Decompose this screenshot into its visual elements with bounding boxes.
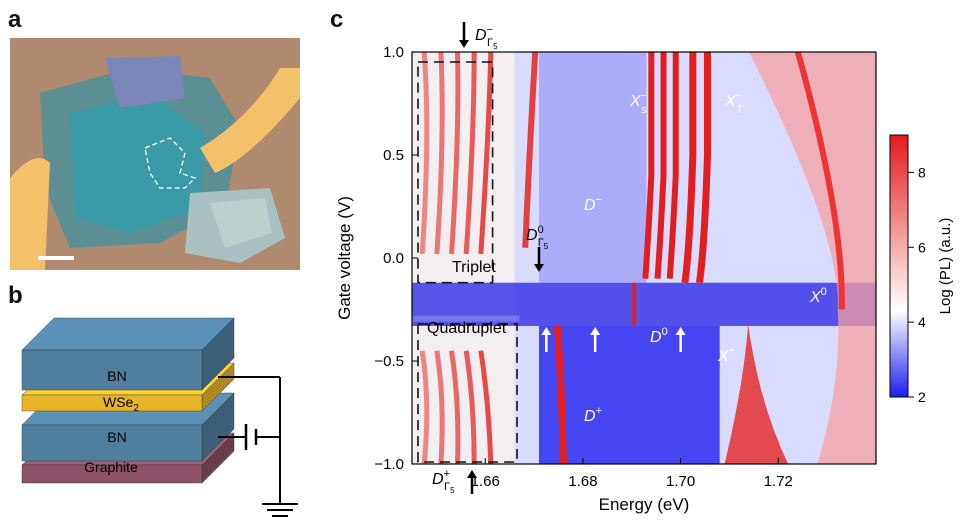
colorbar-tick-label: 6 — [918, 239, 926, 255]
layer-bn-top — [21, 317, 235, 391]
layer-label-wse2-subscript: 2 — [133, 403, 139, 414]
d-plus-line — [553, 325, 567, 464]
x-axis-label: Energy (eV) — [599, 495, 690, 514]
x-tick-label: 1.72 — [764, 473, 793, 490]
panel-label-c: c — [330, 6, 344, 33]
y-tick-label: 0.0 — [383, 250, 404, 267]
xt-minus-line — [696, 52, 711, 284]
xs-minus-label: X− s — [629, 90, 647, 116]
triplet-box — [417, 61, 494, 284]
device-stack-schematic: BN WSe2 BN Graphite — [21, 317, 298, 517]
quadruplet-line — [463, 350, 477, 464]
d-gamma5-zero-label: D0 Γ5 — [526, 224, 549, 251]
layer-label-wse2: WSe — [103, 394, 134, 410]
x0-line — [794, 52, 845, 310]
triplet-line — [449, 52, 461, 255]
panel-label-a: a — [8, 6, 22, 33]
quadruplet-line — [449, 350, 461, 464]
y-tick-label: 1.0 — [383, 44, 404, 61]
d-minus-line — [522, 52, 539, 248]
d-minus-label: D− — [584, 194, 602, 214]
d-gamma5-zero-arrow-head — [534, 264, 544, 272]
triplet-line — [434, 52, 445, 255]
triplet-label: Triplet — [452, 259, 496, 276]
y-tick-label: −0.5 — [374, 353, 404, 370]
xt-minus-line — [681, 52, 697, 284]
x-plus-label: X+ — [717, 345, 735, 365]
x-tick-label: 1.68 — [568, 473, 597, 490]
up-arrow-head — [590, 327, 601, 335]
heatmap-image — [412, 52, 876, 464]
optical-micrograph — [10, 38, 300, 270]
triplet-line — [419, 52, 430, 255]
xs-minus-line — [666, 52, 679, 279]
x-tick-label: 1.70 — [666, 473, 695, 490]
panel-label-b: b — [8, 282, 23, 309]
quadruplet-line — [434, 350, 445, 464]
triplet-line — [478, 52, 494, 255]
colorbar-tick-label: 8 — [918, 164, 926, 180]
layer-label-bn-bottom: BN — [107, 429, 126, 445]
colorbar — [889, 134, 909, 398]
pl-heatmap-figure: 1.66 1.68 1.70 1.72 1.0 0.5 0.0 −0.5 −1.0 Triple… — [335, 22, 954, 514]
y-tick-label: −1.0 — [374, 456, 404, 473]
svg-text:WSe2: WSe2 — [103, 394, 139, 414]
d-plus-label: D+ — [584, 405, 602, 425]
d-gamma5-plus-label: D+ Γ5 — [432, 468, 455, 495]
scale-bar — [38, 256, 74, 260]
y-tick-label: 0.5 — [383, 147, 404, 164]
xt-minus-label: X− T — [724, 90, 744, 116]
colorbar-tick-label: 2 — [918, 389, 926, 405]
d-gamma5-minus-arrow-head — [459, 40, 469, 48]
d-zero-label: D0 — [650, 326, 668, 346]
x-zero-label: X0 — [809, 286, 827, 306]
colorbar-tick-label: 4 — [918, 314, 926, 330]
circuit-wires — [218, 376, 298, 517]
colorbar-label: Log (PL) (a.u.) — [937, 218, 954, 315]
quadruplet-label: Quadruplet — [427, 320, 507, 337]
quadruplet-line — [478, 350, 494, 464]
up-arrow-head — [541, 327, 552, 335]
x-plus-region — [724, 323, 789, 464]
xs-minus-line — [642, 52, 655, 279]
y-axis-label: Gate voltage (V) — [335, 196, 354, 320]
triplet-line — [463, 52, 477, 255]
up-arrow-head — [675, 327, 686, 335]
quadruplet-line — [419, 350, 430, 464]
x0-region — [749, 52, 876, 464]
x-tick-label: 1.66 — [471, 473, 500, 490]
d-zero-line — [632, 282, 637, 326]
d-gamma5-minus-label: D− Γ5 — [475, 24, 498, 51]
quadruplet-box — [417, 323, 518, 463]
d-gamma5-plus-arrow-head — [467, 470, 477, 478]
xs-minus-line — [654, 52, 667, 279]
layer-label-graphite: Graphite — [84, 459, 138, 475]
layer-label-bn-top: BN — [107, 368, 126, 384]
